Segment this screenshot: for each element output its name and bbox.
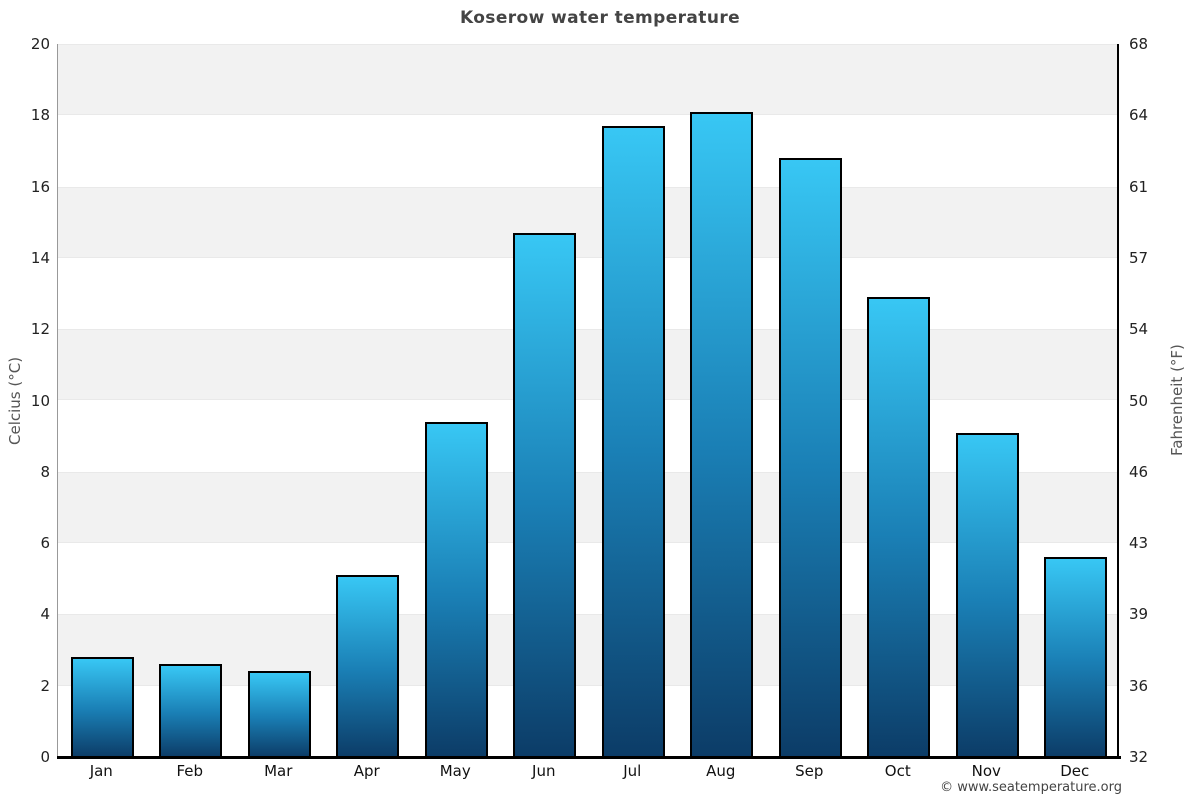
y-axis-tick-left: 20 <box>30 35 50 53</box>
y-axis-tick-right: 54 <box>1129 320 1149 339</box>
x-axis-label-feb: Feb <box>176 762 204 780</box>
y-axis-tick-left: 8 <box>40 462 50 481</box>
y-axis-title-left: Celcius (°C) <box>6 356 24 445</box>
y-axis-tick-right: 68 <box>1129 35 1149 53</box>
y-axis-tick-left: 14 <box>30 248 50 267</box>
bar-aug[interactable] <box>690 111 754 757</box>
plot-band <box>58 329 1117 401</box>
y-axis-tick-right: 46 <box>1129 462 1149 481</box>
plot-band <box>58 186 1117 258</box>
x-axis-label-mar: Mar <box>264 762 293 780</box>
copyright: © www.seatemperature.org <box>940 780 1122 795</box>
y-axis-tick-right: 61 <box>1129 177 1149 196</box>
y-axis-tick-right: 50 <box>1129 391 1149 410</box>
y-axis-tick-right: 36 <box>1129 676 1149 695</box>
x-axis-label-jul: Jul <box>623 762 642 780</box>
y-axis-tick-right: 64 <box>1129 106 1149 125</box>
bar-jul[interactable] <box>601 126 665 757</box>
bar-jan[interactable] <box>70 657 134 757</box>
bar-sep[interactable] <box>778 158 842 757</box>
bar-nov[interactable] <box>955 432 1019 757</box>
plot-area <box>57 44 1119 757</box>
x-axis-label-sep: Sep <box>795 762 824 780</box>
x-axis-label-jan: Jan <box>89 762 113 780</box>
plot-band <box>58 44 1117 116</box>
y-axis-tick-right: 43 <box>1129 534 1149 553</box>
y-axis-tick-left: 12 <box>30 320 50 339</box>
y-axis-tick-left: 2 <box>40 676 50 695</box>
y-axis-tick-right: 39 <box>1129 605 1149 624</box>
y-axis-tick-left: 4 <box>40 605 50 624</box>
y-axis-tick-left: 10 <box>30 391 50 410</box>
y-axis-tick-left: 16 <box>30 177 50 196</box>
x-axis-label-nov: Nov <box>971 762 1001 780</box>
x-axis-label-jun: Jun <box>532 762 556 780</box>
bar-jun[interactable] <box>513 232 577 757</box>
y-axis-tick-right: 32 <box>1129 748 1149 766</box>
x-axis-label-aug: Aug <box>706 762 736 780</box>
plot-band <box>58 471 1117 544</box>
x-axis-label-oct: Oct <box>884 762 911 780</box>
bar-feb[interactable] <box>159 664 223 757</box>
y-axis-tick-left: 18 <box>30 106 50 125</box>
bar-apr[interactable] <box>336 575 400 757</box>
y-axis-tick-left: 6 <box>40 534 50 553</box>
bar-may[interactable] <box>424 421 488 757</box>
plot-band <box>58 614 1117 686</box>
y-axis-tick-right: 57 <box>1129 248 1149 267</box>
x-axis-label-may: May <box>439 762 471 780</box>
bars-layer <box>58 44 1117 757</box>
y-axis-title-right: Fahrenheit (°F) <box>1168 344 1186 457</box>
bar-dec[interactable] <box>1044 557 1108 757</box>
y-axis-tick-left: 0 <box>40 748 50 766</box>
chart-title: Koserow water temperature <box>459 8 741 28</box>
x-axis-line <box>57 756 1121 759</box>
x-axis-label-dec: Dec <box>1060 762 1090 780</box>
bar-mar[interactable] <box>247 671 311 757</box>
x-axis-label-apr: Apr <box>353 762 380 780</box>
bar-oct[interactable] <box>867 297 931 757</box>
